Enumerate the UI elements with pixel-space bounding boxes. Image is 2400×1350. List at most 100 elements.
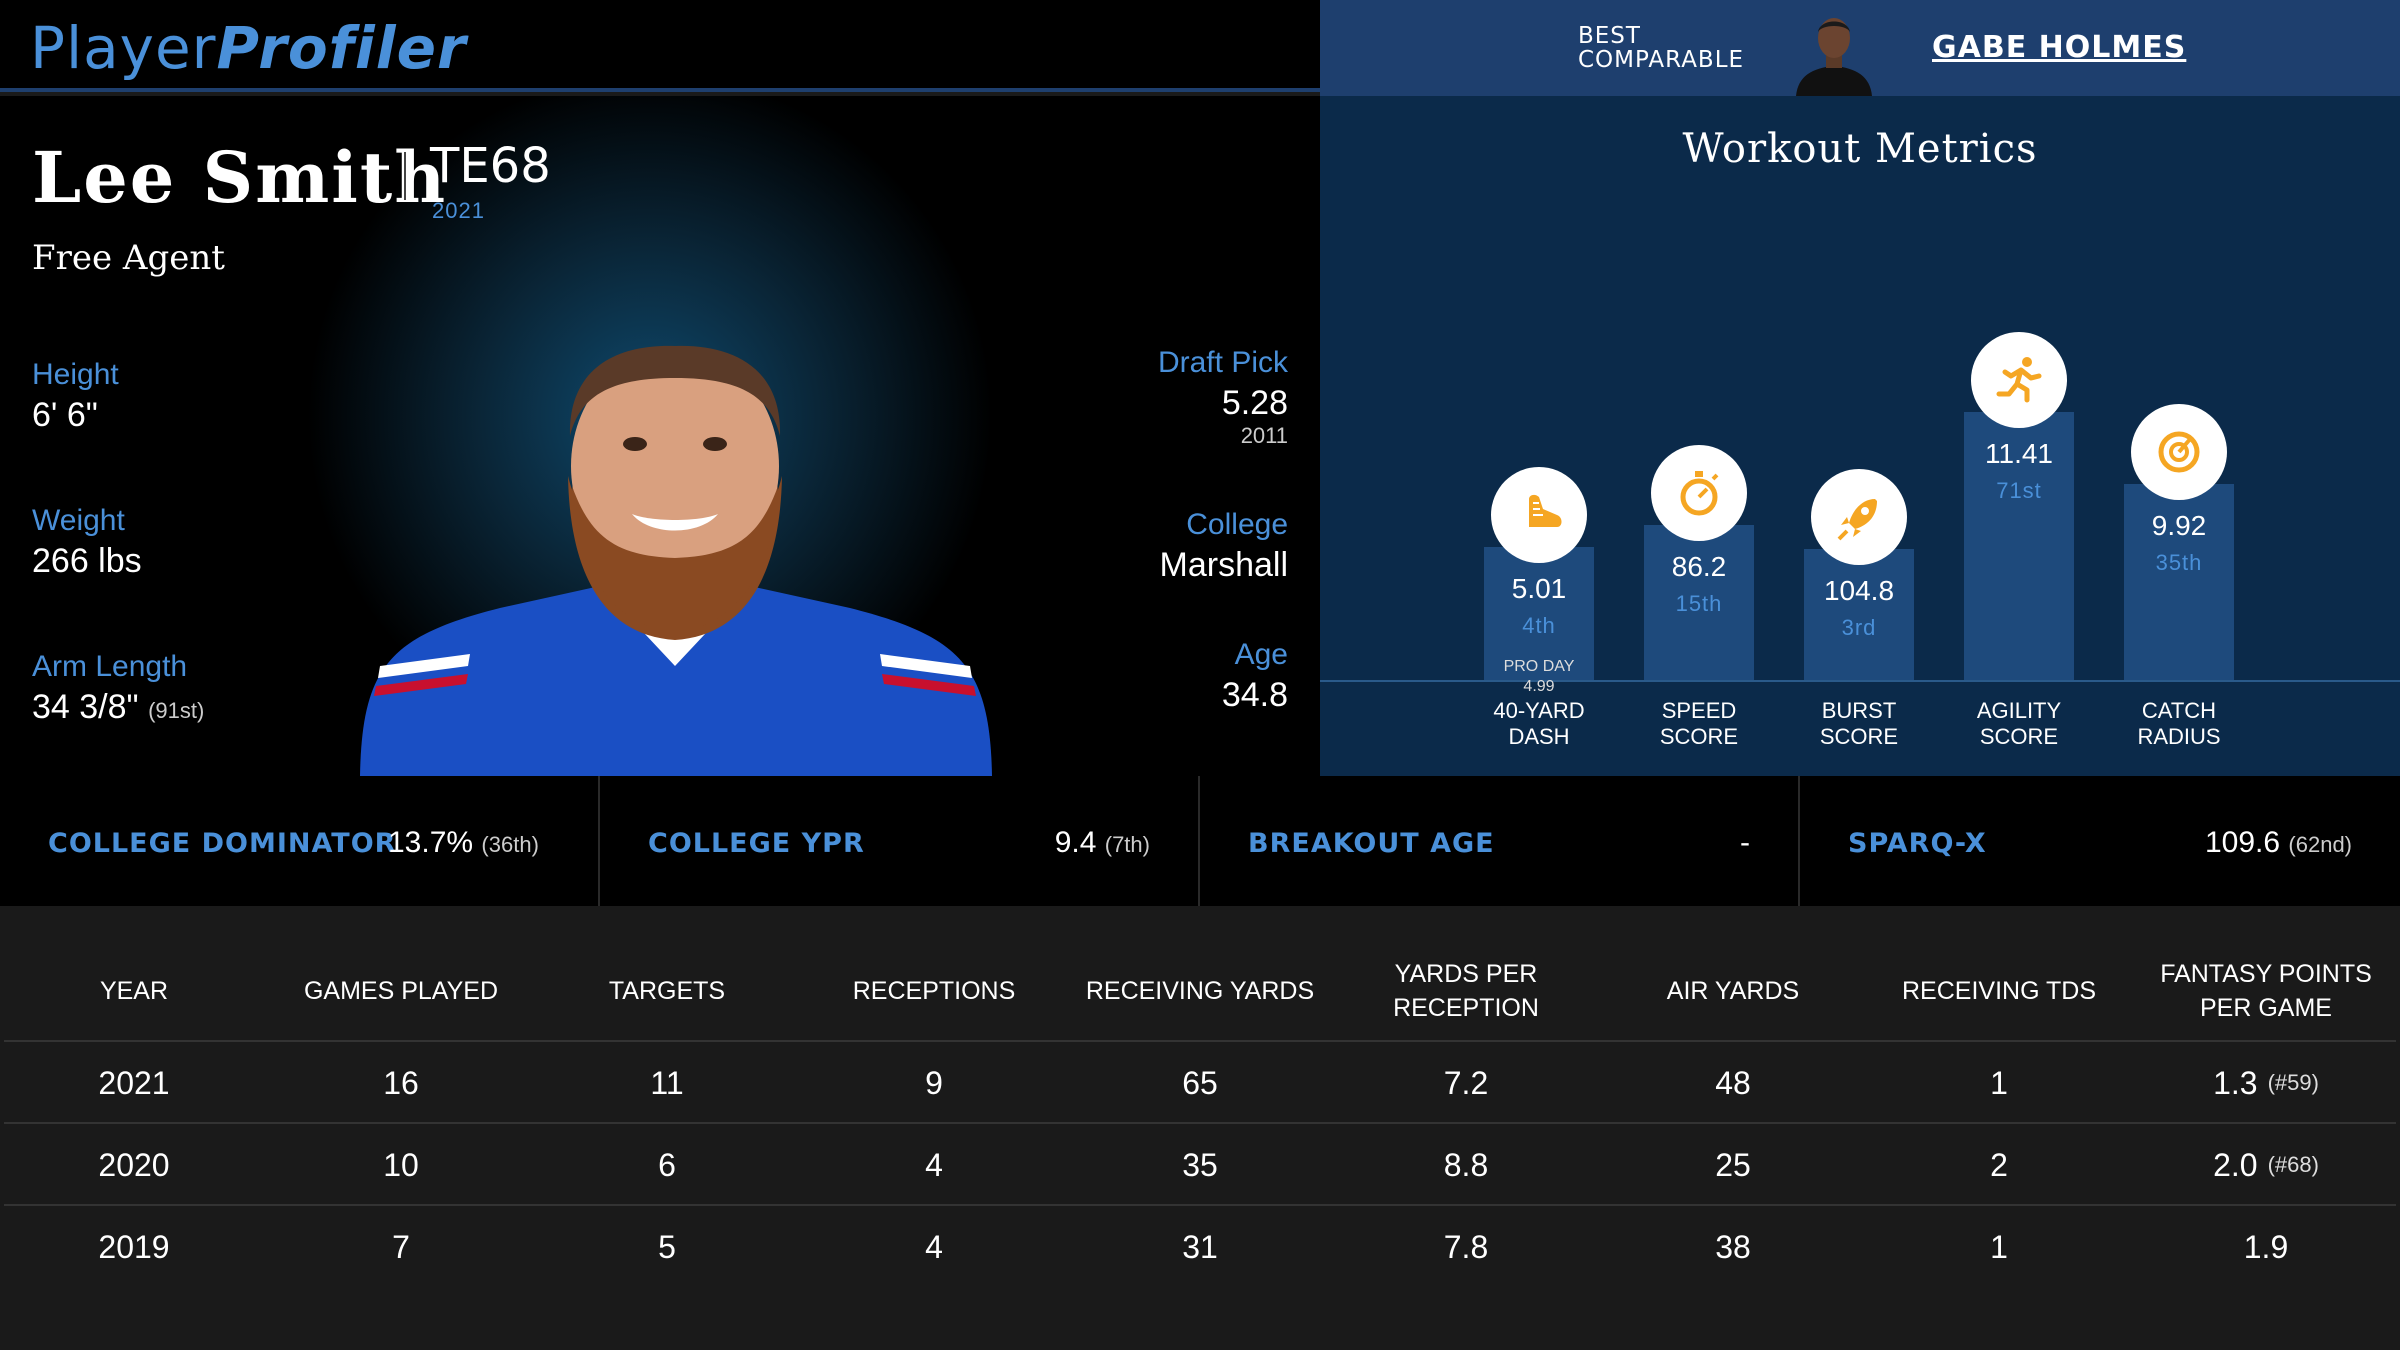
table-cell: 7.2 bbox=[1346, 1042, 1586, 1124]
catch-label-line1: CATCH bbox=[2141, 698, 2217, 723]
burst-bar[interactable] bbox=[1804, 548, 1914, 680]
college-stat: College Marshall bbox=[1160, 508, 1288, 585]
cell-value: 48 bbox=[1715, 1064, 1751, 1101]
weight-stat: Weight 266 lbs bbox=[32, 504, 142, 581]
table-cell: 65 bbox=[1080, 1042, 1320, 1124]
player-team: Free Agent bbox=[32, 238, 225, 278]
cell-value: 1.9 bbox=[2243, 1228, 2289, 1265]
shoe-icon bbox=[1491, 466, 1587, 563]
fantasy-rank: (#68) bbox=[2267, 1152, 2319, 1177]
player-profile-panel: Lee Smith TE68 2021 Free Agent Height 6'… bbox=[0, 96, 1320, 776]
table-cell: 7 bbox=[281, 1206, 521, 1288]
stopwatch-icon bbox=[1651, 444, 1747, 541]
cell-value: 2019 bbox=[98, 1228, 170, 1265]
college-ypr-value: 9.4 (7th) bbox=[1055, 826, 1150, 860]
pro-day-note: PRO DAY 4.99 bbox=[1484, 657, 1594, 697]
breakout-age-cell: BREAKOUT AGE - bbox=[1200, 776, 1800, 906]
table-cell: 16 bbox=[281, 1042, 521, 1124]
college-ypr-rank: (7th) bbox=[1104, 832, 1150, 857]
table-cell: 7.8 bbox=[1346, 1206, 1586, 1288]
weight-value: 266 lbs bbox=[32, 542, 142, 580]
table-row[interactable]: 2019 7 5 4 31 7.8 38 1 1.9 bbox=[4, 1204, 2396, 1286]
draft-pick-label: Draft Pick bbox=[1157, 346, 1288, 379]
speed-label-line1: SPEED bbox=[1661, 698, 1737, 723]
column-header-receptions[interactable]: RECEPTIONS bbox=[852, 977, 1016, 1005]
burst-value: 104.8 bbox=[1823, 574, 1895, 606]
agility-label-line2: SCORE bbox=[1979, 724, 2059, 749]
player-name: Lee Smith bbox=[32, 136, 448, 219]
column-header-receiving-tds[interactable]: RECEIVING TDS bbox=[1901, 977, 2097, 1005]
sparq-x-label: SPARQ-X bbox=[1848, 828, 1987, 859]
draft-pick-value: 5.28 bbox=[1221, 384, 1288, 422]
table-cell: 1 bbox=[1879, 1206, 2119, 1288]
age-value: 34.8 bbox=[1221, 676, 1288, 714]
40-yard-bar[interactable] bbox=[1484, 546, 1594, 680]
site-logo[interactable]: PlayerProfiler bbox=[30, 14, 467, 82]
table-cell: 9 bbox=[814, 1042, 1054, 1124]
40-yard-label-line2: DASH bbox=[1508, 724, 1570, 749]
cell-value: 7 bbox=[392, 1228, 410, 1265]
college-value: Marshall bbox=[1159, 546, 1288, 584]
table-cell: 10 bbox=[281, 1124, 521, 1206]
height-value: 6' 6" bbox=[32, 396, 98, 434]
agility-label-line1: AGILITY bbox=[1976, 698, 2062, 723]
college-ypr-label: COLLEGE YPR bbox=[648, 828, 865, 859]
draft-pick-stat: Draft Pick 5.28 2011 bbox=[1158, 346, 1288, 449]
table-row[interactable]: 2021 16 11 9 65 7.2 48 1 1.3 (#59) bbox=[4, 1040, 2396, 1122]
cell-value: 6 bbox=[658, 1146, 676, 1183]
table-cell: 2 bbox=[1879, 1124, 2119, 1206]
logo-part-profiler: Profiler bbox=[216, 14, 467, 82]
table-row[interactable]: 2020 10 6 4 35 8.8 25 2 2.0 (#68) bbox=[4, 1122, 2396, 1204]
logo-part-player: Player bbox=[30, 14, 217, 82]
cell-value: 4 bbox=[925, 1228, 943, 1265]
fantasy-rank: (#59) bbox=[2267, 1070, 2319, 1095]
speed-rank: 15th bbox=[1675, 590, 1723, 616]
table-cell: 4 bbox=[814, 1124, 1054, 1206]
agility-value: 11.41 bbox=[1985, 437, 2053, 469]
brand-header: PlayerProfiler bbox=[0, 0, 1320, 92]
catch-bar[interactable] bbox=[2124, 484, 2234, 680]
column-header-targets[interactable]: TARGETS bbox=[608, 977, 726, 1005]
stats-table: YEAR GAMES PLAYED TARGETS RECEPTIONS RECEIVI… bbox=[0, 906, 2400, 1350]
target-icon bbox=[2131, 404, 2227, 501]
college-dominator-label: COLLEGE DOMINATOR bbox=[48, 828, 397, 859]
pro-day-label: PRO DAY bbox=[1503, 657, 1575, 675]
cell-value: 2 bbox=[1990, 1146, 2008, 1183]
speed-value: 86.2 bbox=[1671, 550, 1727, 582]
table-cell: 2019 bbox=[14, 1206, 254, 1288]
column-header-year[interactable]: YEAR bbox=[99, 977, 169, 1005]
table-cell: 2021 bbox=[14, 1042, 254, 1124]
speed-bar[interactable] bbox=[1644, 524, 1754, 680]
college-dominator-number: 13.7% bbox=[388, 826, 474, 859]
name-divider bbox=[404, 152, 406, 200]
column-header-fantasy-points-per-game[interactable]: FANTASY POINTS PER GAME bbox=[2160, 960, 2372, 1022]
table-cell: 5 bbox=[547, 1206, 787, 1288]
cell-value: 1 bbox=[1990, 1228, 2008, 1265]
breakout-age-label: BREAKOUT AGE bbox=[1248, 828, 1495, 859]
catch-label-line2: RADIUS bbox=[2137, 724, 2221, 749]
catch-rank: 35th bbox=[2155, 550, 2203, 576]
sparq-x-rank: (62nd) bbox=[2288, 832, 2352, 857]
cell-value: 16 bbox=[383, 1064, 419, 1101]
cell-value: 1 bbox=[1990, 1064, 2008, 1101]
comparable-name-link[interactable]: GABE HOLMES bbox=[1932, 30, 2187, 65]
workout-metrics-panel: Workout Metrics 5.01 4th PRO DAY 4.99 40-YAR… bbox=[1320, 96, 2400, 776]
height-stat: Height 6' 6" bbox=[32, 358, 119, 435]
table-cell: 35 bbox=[1080, 1124, 1320, 1206]
table-cell: 6 bbox=[547, 1124, 787, 1206]
agility-bar[interactable] bbox=[1964, 411, 2074, 680]
arm-length-stat: Arm Length 34 3/8" (91st) bbox=[32, 650, 204, 727]
sparq-x-number: 109.6 bbox=[2204, 826, 2281, 859]
40-yard-label: 40-YARD DASH bbox=[1459, 698, 1619, 750]
cell-value: 11 bbox=[650, 1064, 684, 1101]
cell-value: 31 bbox=[1182, 1228, 1218, 1265]
college-dominator-rank: (36th) bbox=[481, 832, 539, 857]
column-header-air-yards[interactable]: AIR YARDS bbox=[1666, 977, 1800, 1005]
column-header-yards-per-reception[interactable]: YARDS PER RECEPTION bbox=[1393, 960, 1539, 1022]
age-label: Age bbox=[1234, 638, 1288, 671]
cell-value: 7.8 bbox=[1443, 1228, 1489, 1265]
column-header-receiving-yards[interactable]: RECEIVING YARDS bbox=[1085, 977, 1315, 1005]
cell-value: 25 bbox=[1715, 1146, 1751, 1183]
column-header-games-played[interactable]: GAMES PLAYED bbox=[303, 977, 499, 1005]
table-cell: 48 bbox=[1613, 1042, 1853, 1124]
